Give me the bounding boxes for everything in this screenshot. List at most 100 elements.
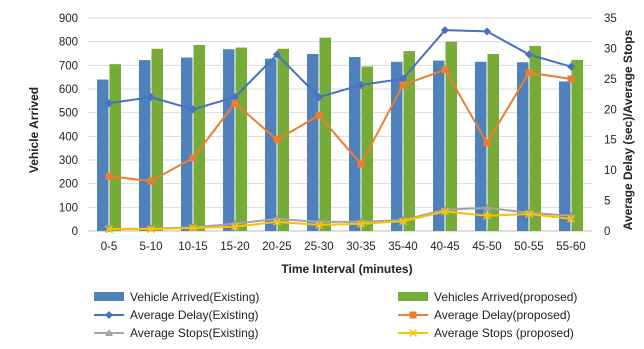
bar [151,48,163,232]
data-point-stroke [398,217,408,226]
data-point-stroke [314,220,324,229]
bar [307,53,319,232]
bar [277,48,289,232]
data-point-stroke [566,214,576,223]
legend-item: Vehicle Arrived(Existing) [94,290,259,304]
y-tick-label: 300 [59,155,78,167]
bar [517,62,529,231]
y2-tick-label: 0 [604,226,610,238]
legend-item: Average Stops(Existing) [94,326,259,340]
data-point [189,105,197,114]
y2-tick-label: 20 [604,104,617,116]
gridlines [88,17,592,232]
series-line [108,68,572,183]
data-point [147,93,155,102]
y2-tick-label: 5 [604,196,610,208]
data-point [399,74,407,83]
bar [319,37,331,231]
bar [97,79,109,232]
data-point-stroke [104,225,114,234]
data-point [357,160,365,168]
x-tick-label: 45-50 [472,241,501,253]
axis-ticks: 0 100 200 300 400 500 600 700 800 900 0 5 10 15 20 25 30… [59,13,617,253]
data-point [104,225,114,234]
bar [403,51,415,232]
data-point [315,111,323,119]
legend-label: Average Delay(Existing) [130,308,259,322]
series-line [109,210,572,231]
bar-series [97,37,583,232]
legend-swatch [398,292,428,301]
legend-label: Average Stops(Existing) [130,326,259,340]
data-point [524,209,534,218]
y2-tick-label: 15 [604,135,617,147]
legend-label: Average Stops (proposed) [434,326,574,340]
legend-label: Vehicle Arrived(Existing) [130,290,259,304]
y-tick-label: 800 [59,37,78,49]
data-point [105,329,113,336]
y-tick-label: 700 [59,60,78,72]
data-point-stroke [408,328,418,338]
x-tick-label: 40-45 [430,241,459,253]
bar [529,45,541,231]
y2-tick-label: 25 [604,74,617,86]
data-point [273,50,281,59]
x-tick-label: 15-20 [220,241,249,253]
bar [265,58,277,231]
data-point [189,154,197,162]
y-axis-title: Vehicle Arrived [27,87,41,173]
data-point-stroke [482,211,492,220]
legend-item: Average Delay(proposed) [398,308,571,322]
data-point [482,211,492,220]
bar [391,61,403,232]
data-point [188,223,198,232]
x-tick-label: 0-5 [101,241,118,253]
bar [571,59,583,231]
x-axis-title: Time Interval (minutes) [281,262,412,276]
legend-label: Vehicles Arrived(proposed) [434,290,577,304]
data-point [566,214,576,223]
data-point [483,139,491,147]
y2-axis-title: Average Delay (sec)/Average Stops [621,29,635,230]
y-tick-label: 500 [59,108,78,120]
data-point [408,328,418,338]
data-point [525,50,533,59]
y-tick-label: 100 [59,202,78,214]
bar [139,60,151,232]
bar [181,57,193,232]
x-tick-label: 25-30 [304,241,333,253]
data-point-stroke [440,207,450,216]
x-tick-label: 55-60 [556,241,585,253]
data-point [399,81,407,89]
y-tick-label: 600 [59,84,78,96]
data-point-stroke [188,223,198,232]
y2-tick-label: 30 [604,43,617,55]
bar [475,61,487,232]
data-point [398,217,408,226]
x-tick-label: 10-15 [178,241,207,253]
data-point-stroke [230,222,240,231]
x-tick-label: 35-40 [388,241,417,253]
x-tick-label: 30-35 [346,241,375,253]
data-point [357,80,365,89]
legend-label: Average Delay(proposed) [434,308,571,322]
data-point [314,220,324,229]
x-tick-label: 20-25 [262,241,291,253]
data-point [409,311,417,319]
y-tick-label: 200 [59,179,78,191]
data-point [441,26,449,35]
data-point [483,203,491,211]
data-point [567,75,575,83]
series-line [108,29,572,111]
x-tick-label: 50-55 [514,241,543,253]
data-point [483,27,491,36]
data-point [105,99,113,108]
bar [445,41,457,231]
line-series [104,26,576,234]
bar [433,60,445,231]
data-point [273,136,281,144]
data-point [272,217,282,226]
data-point [231,93,239,102]
bar [559,81,571,231]
